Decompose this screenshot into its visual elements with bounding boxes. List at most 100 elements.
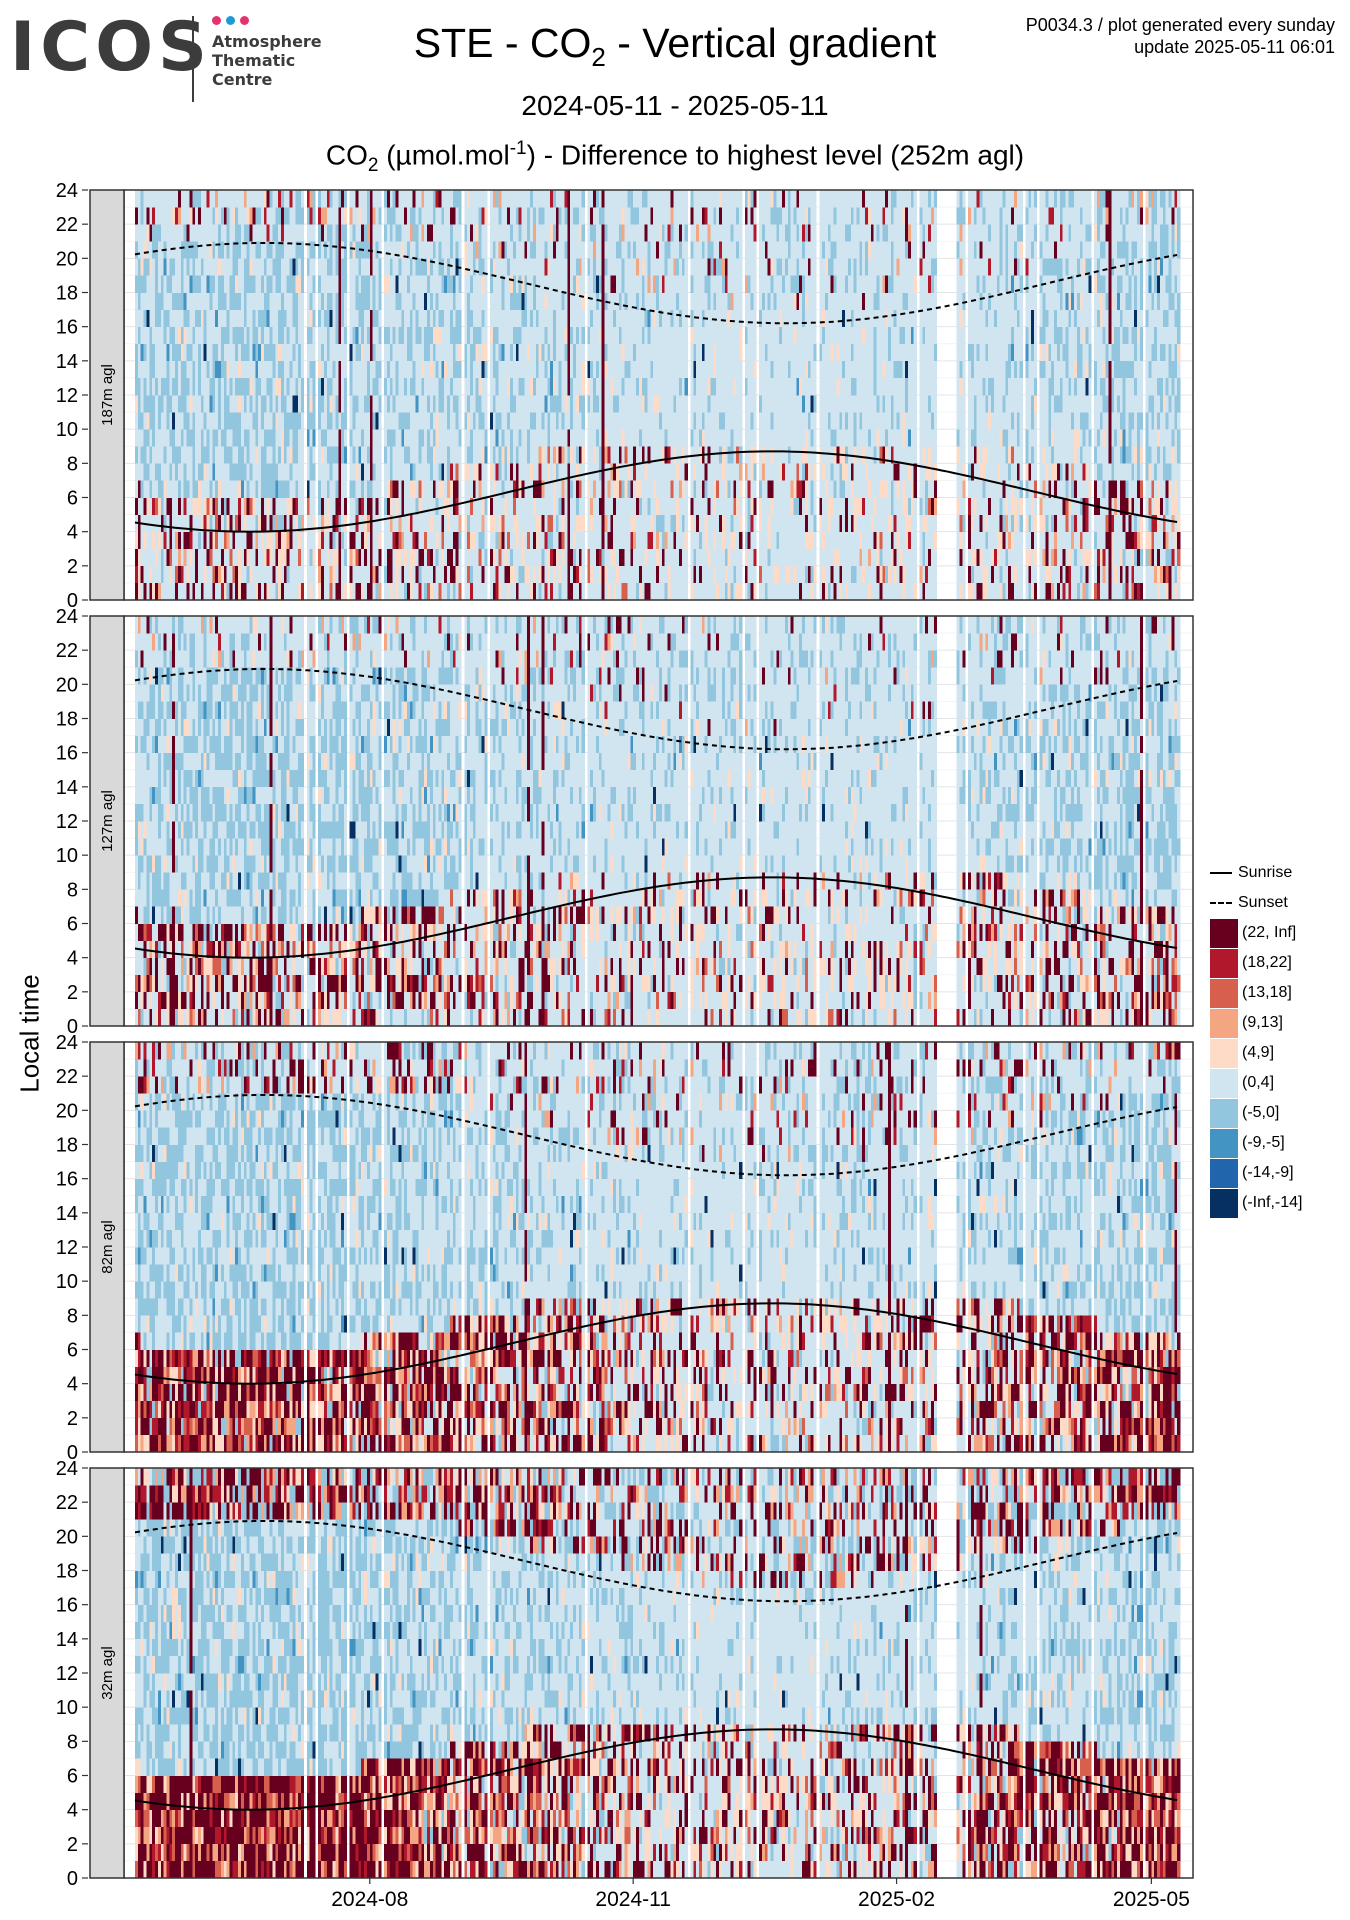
heat-cell	[550, 190, 553, 207]
heat-cell	[447, 583, 450, 600]
heat-cell	[447, 378, 450, 395]
heat-cell	[353, 480, 356, 497]
heat-cell	[418, 566, 421, 583]
heat-cell	[149, 327, 152, 344]
heat-cell	[567, 293, 570, 310]
heat-cell	[725, 224, 728, 241]
heat-cell	[510, 258, 513, 275]
heat-cell	[267, 566, 270, 583]
heat-cell	[212, 498, 215, 515]
heat-cell	[252, 583, 255, 600]
heat-cell	[484, 327, 487, 344]
heat-cell	[456, 549, 459, 566]
heat-cell	[218, 412, 221, 429]
heat-cell	[713, 310, 716, 327]
heat-cell	[622, 361, 625, 378]
heat-cell	[573, 190, 576, 207]
heat-cell	[198, 583, 201, 600]
heat-cell	[639, 549, 642, 566]
heat-cell	[255, 429, 258, 446]
heat-cell	[301, 310, 304, 327]
heat-cell	[731, 583, 734, 600]
heat-cell	[722, 583, 725, 600]
heat-cell	[453, 293, 456, 310]
heat-cell	[722, 361, 725, 378]
heat-cell	[656, 275, 659, 292]
heat-cell	[321, 275, 324, 292]
heat-cell	[625, 344, 628, 361]
heat-cell	[310, 310, 313, 327]
heat-cell	[238, 583, 241, 600]
heat-cell	[192, 275, 195, 292]
heat-cell	[393, 275, 396, 292]
heat-cell	[393, 241, 396, 258]
heat-cell	[562, 429, 565, 446]
heat-cell	[238, 566, 241, 583]
heat-cell	[567, 446, 570, 463]
heat-cell	[292, 275, 295, 292]
heat-cell	[587, 275, 590, 292]
heat-cell	[645, 583, 648, 600]
heat-cell	[367, 207, 370, 224]
heat-cell	[390, 480, 393, 497]
heat-cell	[622, 293, 625, 310]
heat-cell	[593, 549, 596, 566]
heat-cell	[530, 310, 533, 327]
heat-cell	[135, 258, 138, 275]
heat-cell	[144, 549, 147, 566]
heat-cell	[178, 412, 181, 429]
heat-cell	[539, 310, 542, 327]
heat-cell	[456, 241, 459, 258]
heat-cell	[676, 258, 679, 275]
heat-cell	[665, 412, 668, 429]
heat-cell	[513, 446, 516, 463]
heat-cell	[716, 207, 719, 224]
heat-cell	[155, 190, 158, 207]
heat-cell	[493, 190, 496, 207]
heat-cell	[224, 549, 227, 566]
heat-cell	[625, 224, 628, 241]
heat-cell	[144, 480, 147, 497]
heat-cell	[207, 549, 210, 566]
heat-cell	[398, 310, 401, 327]
heat-cell	[647, 207, 650, 224]
heat-cell	[221, 429, 224, 446]
heat-cell	[290, 498, 293, 515]
heat-cell	[398, 344, 401, 361]
heat-cell	[656, 258, 659, 275]
heat-cell	[602, 275, 605, 292]
heat-cell	[410, 583, 413, 600]
heat-cell	[427, 549, 430, 566]
heat-cell	[556, 190, 559, 207]
heat-cell	[135, 310, 138, 327]
heat-cell	[318, 224, 321, 241]
heat-cell	[516, 566, 519, 583]
heat-cell	[690, 498, 693, 515]
heat-cell	[284, 532, 287, 549]
heat-cell	[367, 412, 370, 429]
heat-cell	[490, 258, 493, 275]
heat-cell	[576, 566, 579, 583]
heat-cell	[238, 378, 241, 395]
heat-cell	[530, 549, 533, 566]
heat-cell	[164, 463, 167, 480]
heat-cell	[481, 412, 484, 429]
heat-cell	[184, 275, 187, 292]
heat-cell	[189, 310, 192, 327]
heat-cell	[146, 566, 149, 583]
heat-cell	[625, 395, 628, 412]
heat-cell	[736, 361, 739, 378]
heat-cell	[224, 190, 227, 207]
heat-cell	[324, 327, 327, 344]
heat-cell	[175, 515, 178, 532]
heat-cell	[321, 446, 324, 463]
heat-cell	[441, 293, 444, 310]
heat-cell	[559, 258, 562, 275]
heat-cell	[227, 446, 230, 463]
heat-cell	[321, 327, 324, 344]
heat-cell	[264, 446, 267, 463]
heat-cell	[407, 293, 410, 310]
heat-cell	[673, 498, 676, 515]
heat-cell	[507, 190, 510, 207]
heat-cell	[238, 412, 241, 429]
